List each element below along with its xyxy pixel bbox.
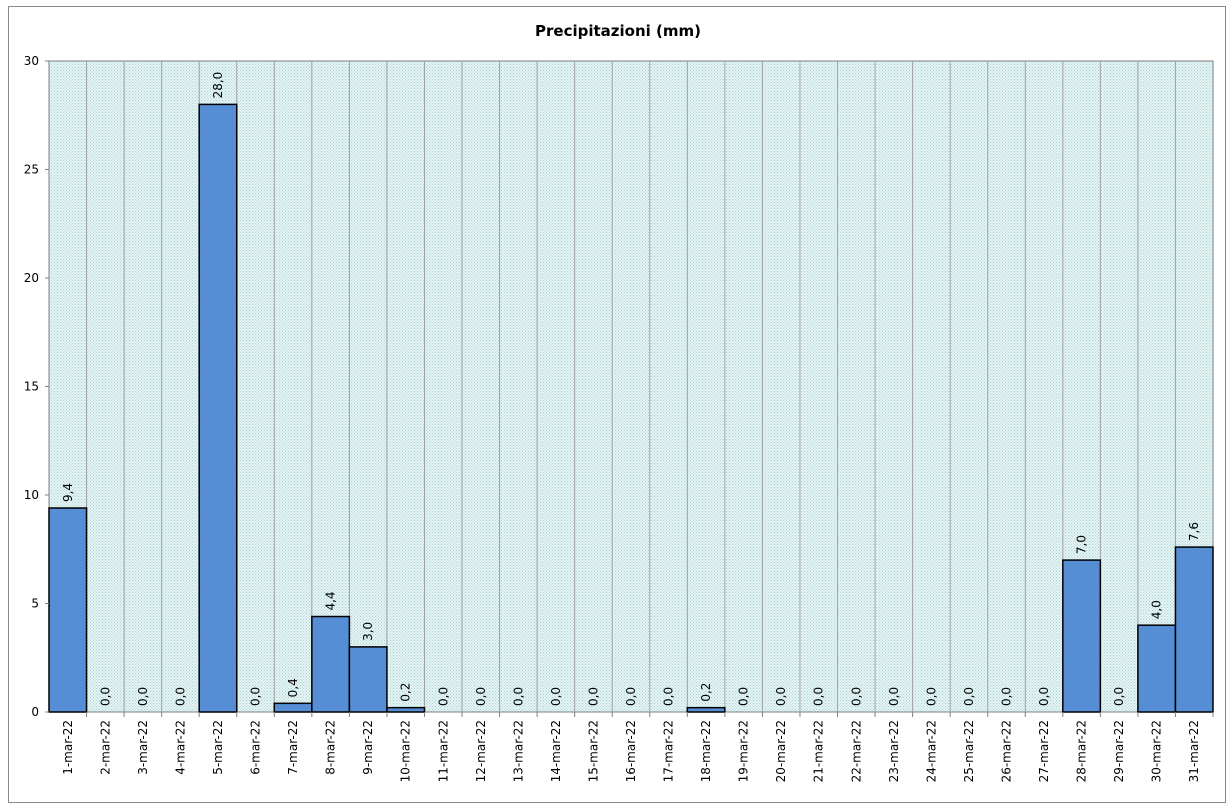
- x-tick-label: 26-mar-22: [999, 720, 1013, 782]
- bar-1-mar-22: [48, 507, 88, 713]
- bar-28-mar-22: [1062, 559, 1102, 713]
- data-label: 4,4: [324, 591, 338, 610]
- bars: [48, 103, 1214, 713]
- x-tick-label: 28-mar-22: [1075, 720, 1089, 782]
- data-label: 0,0: [436, 687, 450, 706]
- bar-18-mar-22: [686, 706, 726, 713]
- x-axis: 1-mar-22 2-mar-22 3-mar-22 4-mar-22 5-mar-22…: [61, 712, 1214, 782]
- data-label: 0,0: [474, 687, 488, 706]
- x-tick-label: 6-mar-22: [249, 720, 263, 775]
- data-label: 0,0: [136, 687, 150, 706]
- data-label: 0,0: [586, 687, 600, 706]
- bar-30-mar-22: [1137, 624, 1177, 713]
- data-label: 0,0: [549, 687, 563, 706]
- x-tick-label: 24-mar-22: [924, 720, 938, 782]
- x-tick-label: 22-mar-22: [849, 720, 863, 782]
- data-label: 0,0: [511, 687, 525, 706]
- x-tick-label: 29-mar-22: [1112, 720, 1126, 782]
- data-label: 4,0: [1150, 600, 1164, 619]
- chart-title: Precipitazioni (mm): [535, 22, 701, 40]
- bar-10-mar-22: [386, 706, 426, 713]
- x-tick-label: 2-mar-22: [98, 720, 112, 775]
- x-tick-label: 16-mar-22: [624, 720, 638, 782]
- bar-7-mar-22: [273, 702, 313, 713]
- data-label: 7,6: [1187, 522, 1201, 541]
- x-tick-label: 3-mar-22: [136, 720, 150, 775]
- x-tick-label: 7-mar-22: [286, 720, 300, 775]
- data-label: 0,0: [1112, 687, 1126, 706]
- data-label: 7,0: [1075, 535, 1089, 554]
- bar-5-mar-22: [198, 103, 238, 713]
- precipitation-chart: Precipitazioni (mm) 0 5 10 15 20 25 30 1-mar-2…: [24, 22, 1214, 782]
- x-tick-label: 1-mar-22: [61, 720, 75, 775]
- data-label: 0,0: [924, 687, 938, 706]
- plot-area: [48, 60, 1214, 713]
- y-tick-label: 20: [24, 271, 39, 285]
- bar-8-mar-22: [311, 615, 351, 713]
- x-tick-label: 31-mar-22: [1187, 720, 1201, 782]
- y-tick-label: 15: [24, 380, 39, 394]
- data-label: 0,0: [999, 687, 1013, 706]
- x-tick-label: 30-mar-22: [1150, 720, 1164, 782]
- data-label: 28,0: [211, 72, 225, 99]
- x-tick-label: 20-mar-22: [774, 720, 788, 782]
- x-tick-label: 25-mar-22: [962, 720, 976, 782]
- data-label: 0,0: [1037, 687, 1051, 706]
- bar-9-mar-22: [348, 646, 388, 713]
- data-label: 0,0: [774, 687, 788, 706]
- x-tick-label: 23-mar-22: [887, 720, 901, 782]
- data-label: 3,0: [361, 622, 375, 641]
- x-tick-label: 18-mar-22: [699, 720, 713, 782]
- data-label: 0,0: [173, 687, 187, 706]
- data-label: 0,0: [98, 687, 112, 706]
- data-label: 0,2: [699, 683, 713, 702]
- data-label: 0,2: [399, 683, 413, 702]
- x-tick-label: 11-mar-22: [436, 720, 450, 782]
- x-tick-label: 17-mar-22: [662, 720, 676, 782]
- x-tick-label: 4-mar-22: [173, 720, 187, 775]
- data-label: 0,0: [737, 687, 751, 706]
- y-tick-label: 0: [31, 705, 39, 719]
- x-tick-label: 27-mar-22: [1037, 720, 1051, 782]
- y-tick-label: 25: [24, 163, 39, 177]
- data-label: 0,0: [812, 687, 826, 706]
- x-tick-label: 10-mar-22: [399, 720, 413, 782]
- data-label: 0,0: [887, 687, 901, 706]
- x-tick-label: 9-mar-22: [361, 720, 375, 775]
- data-labels: 9,4 0,0 0,0 0,0 28,0 0,0 0,4 4,4 3,0 0,2 0,0 0,0 0,0…: [61, 72, 1201, 706]
- x-tick-label: 21-mar-22: [812, 720, 826, 782]
- y-axis: 0 5 10 15 20 25 30: [24, 54, 49, 719]
- bar-31-mar-22: [1174, 546, 1214, 713]
- y-tick-label: 30: [24, 54, 39, 68]
- x-tick-label: 12-mar-22: [474, 720, 488, 782]
- y-tick-label: 5: [31, 597, 39, 611]
- data-label: 0,0: [849, 687, 863, 706]
- data-label: 0,0: [624, 687, 638, 706]
- x-tick-label: 15-mar-22: [586, 720, 600, 782]
- x-tick-label: 5-mar-22: [211, 720, 225, 775]
- chart-frame: Precipitazioni (mm) 0 5 10 15 20 25 30 1-mar-2…: [8, 6, 1226, 803]
- data-label: 0,0: [962, 687, 976, 706]
- data-label: 9,4: [61, 483, 75, 502]
- data-label: 0,0: [662, 687, 676, 706]
- data-label: 0,0: [249, 687, 263, 706]
- data-label: 0,4: [286, 678, 300, 697]
- x-tick-label: 19-mar-22: [737, 720, 751, 782]
- x-tick-label: 8-mar-22: [324, 720, 338, 775]
- x-tick-label: 14-mar-22: [549, 720, 563, 782]
- x-tick-label: 13-mar-22: [511, 720, 525, 782]
- y-tick-label: 10: [24, 488, 39, 502]
